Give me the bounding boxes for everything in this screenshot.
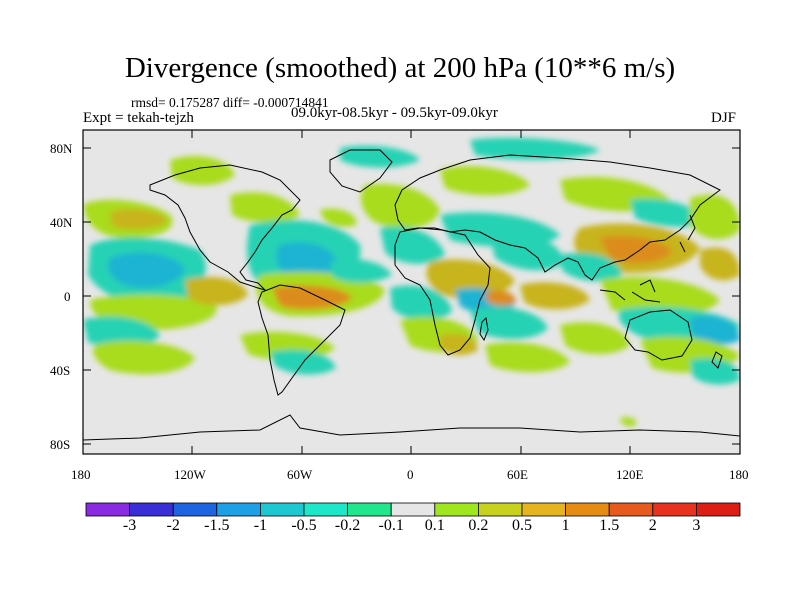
coastline-indonesia [599, 279, 661, 303]
lon-tick-label: 120W [174, 467, 206, 482]
field-blob [320, 208, 357, 227]
colorbar-label: -0.1 [378, 517, 404, 534]
field-blob [83, 316, 160, 349]
season-label: DJF [711, 110, 737, 126]
colorbar-swatch [85, 502, 130, 517]
coastline-australia [624, 309, 693, 361]
field-blob [93, 340, 195, 375]
colorbar-label: 0.1 [424, 517, 445, 534]
field-blob [620, 417, 637, 427]
lon-tick-label: 180 [729, 467, 749, 482]
field-blob [170, 155, 235, 186]
field-blob [470, 137, 600, 160]
colorbar-swatch [477, 502, 523, 517]
field-blob [700, 247, 740, 281]
colorbar-label: -0.2 [334, 517, 361, 534]
coastline-africa [394, 227, 491, 356]
colorbar-label: 0.5 [512, 517, 532, 534]
field-blob [490, 233, 565, 271]
field-blob [486, 290, 516, 306]
lon-tick-label: 120E [616, 467, 644, 482]
field-blob [360, 183, 440, 229]
lon-tick-label: 60W [287, 467, 313, 482]
colorbar-swatch [565, 502, 610, 517]
field-blob [600, 276, 720, 318]
lat-tick-label: 80N [50, 141, 73, 156]
divergence-field [83, 130, 740, 454]
experiment-label: Expt = tekah-tejzh [83, 110, 194, 126]
coastline-north-america [149, 164, 301, 292]
field-blob [426, 259, 515, 300]
colorbar-swatch [172, 502, 218, 517]
field-blob [390, 285, 452, 321]
axis-ticks [83, 130, 740, 454]
field-blob [690, 315, 740, 345]
field-blob [485, 342, 570, 373]
colorbar-label: -1 [253, 517, 268, 534]
field-blob [185, 276, 248, 306]
lon-tick-label: 60E [507, 467, 528, 482]
lat-tick-label: 80S [50, 437, 71, 452]
colorbar-label: 0.2 [468, 517, 489, 534]
colorbar-label: -0.5 [291, 517, 317, 534]
plot-title: Divergence (smoothed) at 200 hPa (10**6 … [124, 52, 676, 84]
lat-tick-label: 40S [50, 363, 71, 378]
field-blob [600, 235, 672, 264]
coastline-new-zealand [711, 351, 723, 369]
coastline-madagascar [479, 316, 489, 342]
field-blob [560, 252, 622, 282]
field-blob [110, 209, 168, 230]
colorbar-swatch [347, 502, 392, 517]
coastline-south-america [257, 284, 346, 396]
field-blob [690, 358, 740, 385]
colorbar-swatch [216, 502, 261, 517]
stats-text: rmsd= 0.175287 diff= -0.000714841 [131, 95, 329, 110]
colorbar-swatch [259, 502, 305, 517]
colorbar-swatch [608, 502, 654, 517]
coastline-eurasia [394, 154, 721, 281]
field-blob [440, 165, 530, 196]
lon-tick-label: 0 [407, 467, 414, 482]
coastline-japan [679, 214, 696, 253]
coastline-antarctica [83, 414, 740, 441]
colorbar-swatch [696, 502, 741, 517]
field-blob [630, 198, 705, 227]
colorbar-swatch [390, 502, 436, 517]
coastlines [83, 149, 740, 441]
field-blob [276, 242, 338, 280]
colorbar-swatch [434, 502, 479, 517]
field-blob [440, 333, 478, 356]
colorbar-swatch [129, 502, 174, 517]
field-blob [340, 145, 420, 168]
colorbar-label: -1.5 [204, 517, 230, 534]
colorbar-swatch [303, 502, 348, 517]
field-blob [380, 226, 445, 264]
field-blob [108, 252, 185, 288]
colorbar-swatch [521, 502, 566, 517]
colorbar-label: 1 [561, 517, 570, 534]
lon-tick-label: 180 [71, 467, 91, 482]
coastline-greenland [329, 149, 393, 193]
colorbar-swatch [652, 502, 697, 517]
field-blob [690, 194, 740, 240]
field-blob [560, 322, 630, 355]
colorbar [85, 502, 741, 517]
field-blob [470, 306, 548, 340]
colorbar-label: 2 [648, 517, 657, 534]
field-blob [520, 282, 590, 310]
colorbar-label: -2 [166, 517, 180, 534]
lat-tick-label: 40N [50, 215, 73, 230]
period-label: 09.0kyr-08.5kyr - 09.5kyr-09.0kyr [291, 105, 498, 121]
colorbar-label: 3 [692, 517, 701, 534]
field-blob [330, 259, 392, 283]
colorbar-label: -3 [122, 517, 137, 534]
colorbar-label: 1.5 [599, 517, 620, 534]
lat-tick-label: 0 [64, 289, 71, 304]
